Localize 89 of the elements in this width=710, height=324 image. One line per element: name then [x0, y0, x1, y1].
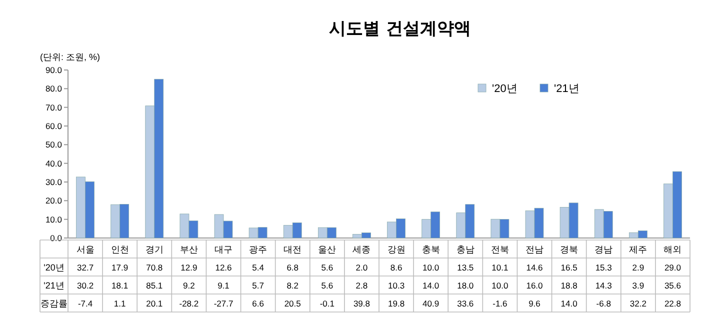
- text: '21년: [44, 280, 64, 290]
- data-label: 9.1: [218, 280, 230, 290]
- x-tick-label: 부산: [180, 244, 198, 254]
- x-tick-label: 경남: [594, 244, 613, 254]
- data-label: 10.0: [422, 262, 440, 272]
- data-label: 16.0: [526, 280, 544, 290]
- data-label: 8.2: [286, 280, 299, 290]
- x-tick-label: 충북: [422, 244, 440, 254]
- data-label: 18.0: [457, 280, 474, 290]
- x-tick-label: 제주: [629, 244, 648, 254]
- data-label: 85.1: [146, 280, 163, 290]
- legend-label: '20년: [492, 83, 518, 95]
- data-label: 18.8: [560, 280, 578, 290]
- text: 증감률: [40, 298, 68, 308]
- text: 14.0: [560, 298, 578, 308]
- data-label: 5.6: [321, 280, 334, 290]
- data-label: 13.5: [457, 262, 474, 272]
- data-label: 9.2: [183, 280, 196, 290]
- x-tick-label: 대전: [284, 244, 302, 254]
- data-label: 10.1: [492, 262, 508, 272]
- text: -27.7: [214, 298, 234, 308]
- text: 19.8: [388, 298, 405, 308]
- data-label: 70.8: [146, 262, 163, 272]
- text: -7.4: [78, 298, 93, 308]
- data-label: 10.3: [388, 280, 405, 290]
- x-tick-label: 대구: [214, 244, 232, 254]
- data-label: 8.6: [390, 262, 402, 272]
- text: 39.8: [353, 298, 370, 308]
- data-label: 14.6: [526, 262, 544, 272]
- data-label: 35.6: [664, 280, 682, 290]
- text: -6.8: [596, 298, 611, 308]
- text: 33.6: [457, 298, 474, 308]
- data-label: 29.0: [664, 262, 682, 272]
- text: 20.1: [146, 298, 163, 308]
- text: 1.1: [114, 298, 126, 308]
- data-label: 5.7: [252, 280, 264, 290]
- data-label: 2.0: [356, 262, 368, 272]
- x-tick-label: 강원: [387, 244, 406, 254]
- data-label: 18.1: [112, 280, 128, 290]
- x-tick-label: 해외: [664, 244, 682, 254]
- data-label: 6.8: [286, 262, 299, 272]
- text: 32.2: [630, 298, 646, 308]
- data-label: 14.3: [595, 280, 612, 290]
- x-tick-label: 서울: [76, 244, 94, 254]
- y-tick-label: 40.0: [45, 158, 62, 168]
- legend-label: '21년: [554, 83, 580, 95]
- x-tick-label: 충남: [456, 244, 474, 254]
- data-label: 16.5: [560, 262, 578, 272]
- text: '20년: [44, 262, 64, 272]
- y-tick-label: 70.0: [45, 102, 62, 112]
- data-label: 12.9: [180, 262, 198, 272]
- text: 40.9: [422, 298, 440, 308]
- x-tick-label: 전남: [526, 244, 544, 254]
- y-tick-label: 90.0: [45, 65, 62, 75]
- text: 6.6: [252, 298, 264, 308]
- x-tick-label: 경북: [560, 244, 578, 254]
- x-tick-label: 울산: [318, 244, 336, 254]
- text: 9.6: [528, 298, 540, 308]
- data-label: 2.9: [632, 262, 644, 272]
- y-tick-label: 10.0: [45, 214, 62, 224]
- y-tick-label: 20.0: [45, 196, 62, 206]
- data-label: 15.3: [595, 262, 612, 272]
- data-label: 17.9: [112, 262, 128, 272]
- data-label: 32.7: [77, 262, 94, 272]
- text: (단위: 조원, %): [40, 52, 100, 62]
- data-label: 5.6: [321, 262, 334, 272]
- y-tick-label: 30.0: [45, 177, 62, 187]
- data-label: 3.9: [632, 280, 644, 290]
- text: -1.6: [492, 298, 508, 308]
- data-label: 5.4: [252, 262, 264, 272]
- text: -0.1: [320, 298, 334, 308]
- x-tick-label: 전북: [490, 244, 509, 254]
- y-tick-label: 80.0: [45, 84, 62, 94]
- x-tick-label: 세종: [352, 244, 371, 254]
- data-label: 10.0: [492, 280, 508, 290]
- data-label: 14.0: [422, 280, 440, 290]
- data-label: 30.2: [77, 280, 94, 290]
- data-label: 12.6: [215, 262, 232, 272]
- chart-title: 시도별 건설계약액: [329, 19, 471, 39]
- x-tick-label: 광주: [249, 244, 268, 254]
- text: 22.8: [664, 298, 681, 308]
- y-tick-label: 50.0: [45, 140, 62, 150]
- text: -28.2: [179, 298, 199, 308]
- y-tick-label: 60.0: [45, 121, 62, 131]
- text: 20.5: [284, 298, 301, 308]
- x-tick-label: 경기: [145, 244, 164, 254]
- y-tick-label: 0.0: [50, 233, 62, 243]
- x-tick-label: 인천: [110, 244, 129, 254]
- data-label: 2.8: [356, 280, 368, 290]
